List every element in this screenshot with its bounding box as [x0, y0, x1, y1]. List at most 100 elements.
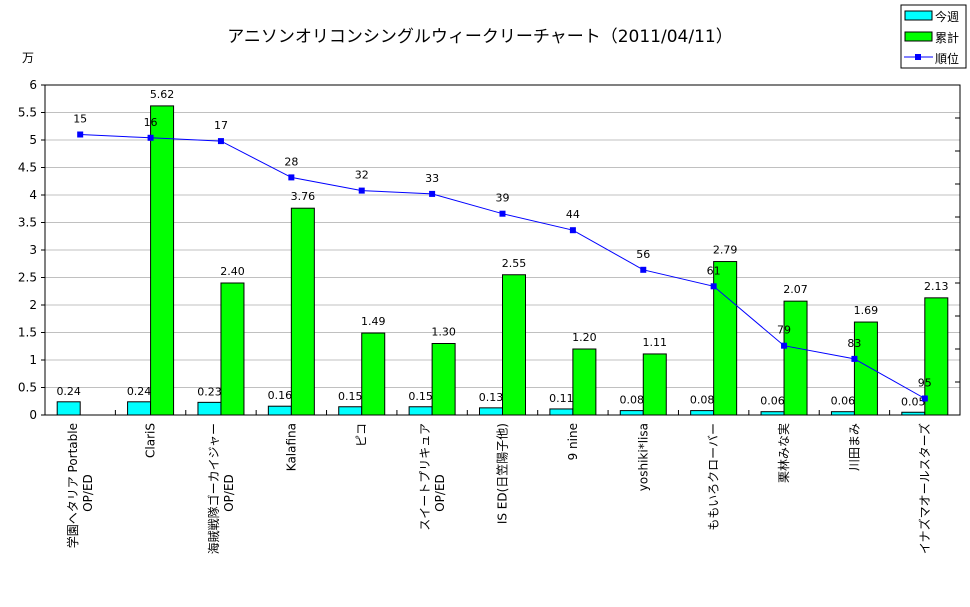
rank-marker: [851, 355, 858, 362]
x-tick-label: IS ED(日笠陽子他): [495, 423, 510, 524]
bar-weekly: [408, 406, 433, 416]
x-tick-label: ClariS: [144, 423, 158, 458]
legend-label-rank: 順位: [935, 51, 959, 66]
data-label-weekly: 0.11: [549, 392, 574, 405]
x-tick-label: 川田まみ: [847, 423, 861, 471]
y-tick-label: 4.5: [18, 161, 37, 175]
x-tick-label: ももいろクローバー: [707, 423, 721, 531]
x-tick-label: スイートプリキュアOP/ED: [418, 423, 447, 531]
y-tick-label: 4: [29, 188, 37, 202]
data-label-cumulative: 2.07: [783, 283, 808, 296]
y-tick-label: 5.5: [18, 106, 37, 120]
bar-cumulative: [361, 332, 386, 416]
legend-swatch-weekly: [904, 10, 933, 21]
data-label-weekly: 0.08: [620, 394, 645, 407]
bar-weekly: [127, 401, 152, 416]
bar-cumulative: [502, 274, 526, 416]
rank-marker: [77, 131, 84, 138]
x-tick-label: イナズマオールスターズ: [917, 423, 932, 554]
x-tick-label: 学園ヘタリア PortableOP/ED: [65, 423, 95, 548]
data-label-cumulative: 2.55: [502, 257, 527, 270]
legend: 今週 累計 順位: [900, 4, 967, 69]
legend-swatch-cumulative: [904, 31, 933, 42]
data-label-rank: 83: [847, 337, 861, 350]
bar-cumulative: [431, 343, 456, 416]
data-label-cumulative: 1.11: [643, 336, 668, 349]
y-tick-label: 1: [29, 353, 37, 367]
bar-cumulative: [220, 282, 245, 416]
y-tick-label: 0: [29, 408, 37, 422]
x-tick-label: ピコ: [355, 423, 369, 447]
data-label-rank: 56: [636, 248, 650, 261]
data-label-cumulative: 2.79: [713, 244, 738, 257]
y-tick-label: 0.5: [18, 381, 37, 395]
data-label-rank: 17: [214, 119, 228, 132]
y-tick-label: 3: [29, 243, 37, 257]
bar-cumulative: [713, 261, 738, 416]
data-label-cumulative: 1.69: [854, 304, 879, 317]
data-label-weekly: 0.24: [56, 385, 81, 398]
bar-weekly: [479, 407, 503, 416]
data-label-rank: 79: [777, 324, 791, 337]
data-label-weekly: 0.13: [479, 391, 504, 404]
y-tick-label: 1.5: [18, 326, 37, 340]
bar-weekly: [197, 401, 222, 416]
data-label-rank: 15: [73, 113, 87, 126]
data-label-weekly: 0.15: [338, 390, 363, 403]
rank-marker: [358, 187, 365, 194]
bar-weekly: [619, 410, 644, 416]
bar-weekly: [901, 411, 926, 416]
data-label-cumulative: 1.49: [361, 315, 386, 328]
plot-area: 0 0.5 1 1.5 2 2.5 3 3.5 4 4.5 5 5.5 6 0.24 学園ヘタリア Port…: [18, 78, 961, 554]
y-tick-label: 5: [29, 133, 37, 147]
x-tick-label: yoshiki*lisa: [636, 423, 650, 491]
data-label-rank: 44: [566, 208, 580, 221]
data-label-weekly: 0.05: [901, 395, 926, 408]
rank-marker: [217, 138, 224, 145]
x-tick-label: 9 nine: [566, 423, 580, 460]
rank-marker: [288, 174, 295, 181]
bar-weekly: [830, 411, 855, 416]
data-label-weekly: 0.08: [690, 394, 715, 407]
bar-cumulative: [150, 105, 175, 416]
rank-marker: [781, 342, 788, 349]
data-label-rank: 32: [355, 169, 369, 182]
data-label-cumulative: 2.13: [924, 280, 949, 293]
bar-weekly: [56, 401, 81, 416]
data-label-rank: 95: [918, 377, 932, 390]
bar-weekly: [338, 406, 363, 416]
bar-cumulative: [642, 353, 667, 416]
bar-cumulative: [783, 300, 808, 416]
data-label-weekly: 0.23: [197, 385, 222, 398]
rank-marker: [640, 266, 647, 273]
bar-cumulative: [572, 348, 597, 416]
bar-weekly: [267, 405, 292, 416]
x-tick-label: 海賊戦隊ゴーカイジャーOP/ED: [206, 423, 236, 554]
rank-marker: [499, 210, 506, 217]
y-tick-label: 2: [29, 298, 37, 312]
x-tick-label: 栗林みな実: [776, 423, 791, 483]
data-label-cumulative: 2.40: [220, 265, 245, 278]
bar-weekly: [690, 410, 715, 416]
bar-weekly: [760, 411, 785, 416]
rank-marker: [569, 227, 576, 234]
data-label-cumulative: 1.20: [572, 331, 597, 344]
data-label-rank: 28: [284, 155, 298, 168]
bar-cumulative: [853, 321, 878, 416]
legend-label-cumulative: 累計: [935, 30, 959, 45]
rank-marker: [429, 190, 436, 197]
rank-marker: [147, 134, 154, 141]
legend-marker-rank: [915, 54, 921, 60]
data-label-weekly: 0.06: [831, 395, 856, 408]
data-label-rank: 61: [707, 264, 721, 277]
legend-label-weekly: 今週: [935, 9, 959, 24]
bar-cumulative: [290, 207, 315, 416]
data-label-weekly: 0.16: [268, 389, 293, 402]
y-tick-label: 3.5: [18, 216, 37, 230]
data-label-cumulative: 1.30: [431, 326, 456, 339]
x-tick-label: Kalafina: [284, 423, 298, 471]
bar-weekly: [549, 408, 574, 416]
data-label-weekly: 0.15: [408, 390, 433, 403]
data-label-weekly: 0.06: [760, 395, 785, 408]
